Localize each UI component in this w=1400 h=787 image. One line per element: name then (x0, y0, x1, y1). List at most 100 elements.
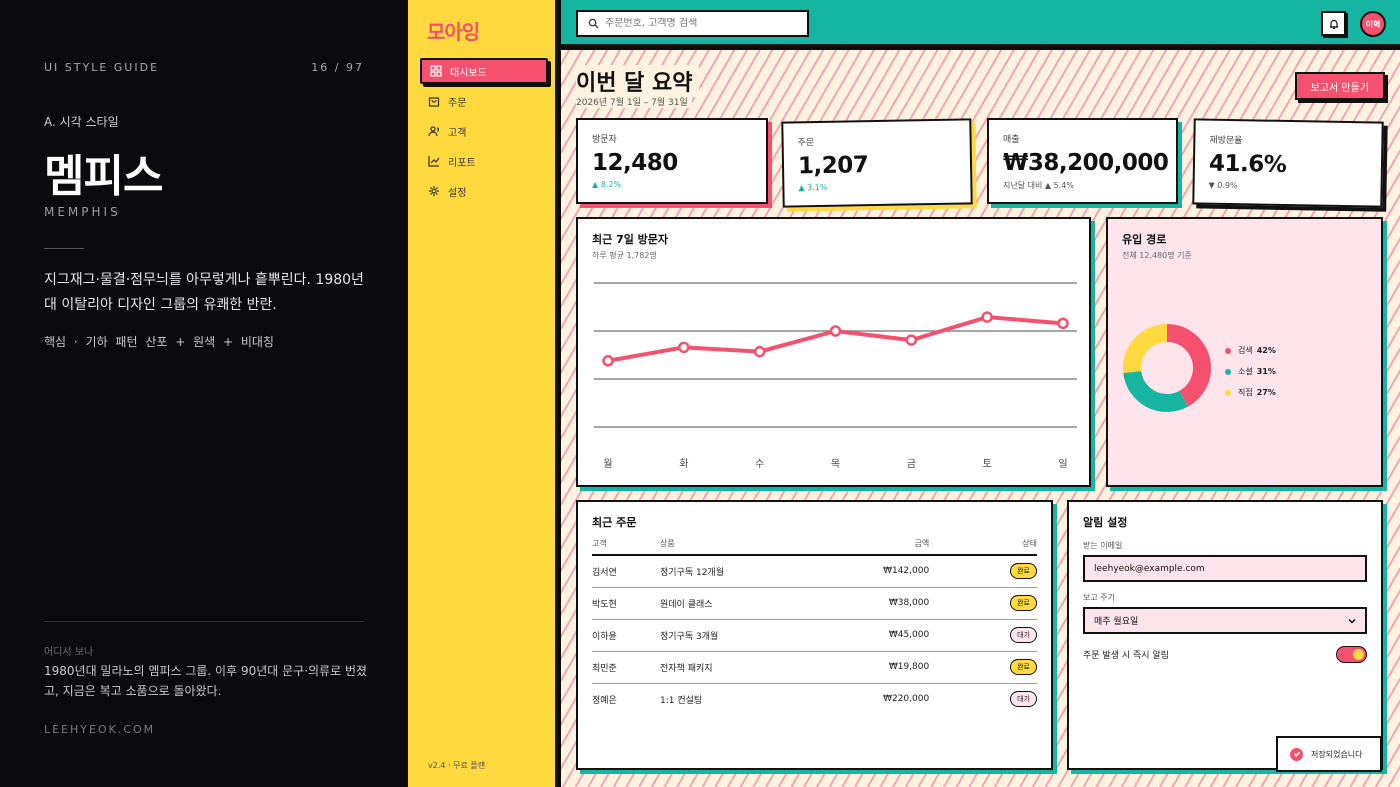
cycle-selected-value: 매주 월요일 (1094, 617, 1139, 627)
cycle-label: 보고 주기 (1083, 593, 1115, 602)
x-tick-label: 화 (679, 458, 688, 470)
data-point[interactable] (753, 345, 766, 358)
x-tick-label: 일 (1058, 458, 1067, 470)
guide-where-label: 어디서 보나 (44, 647, 94, 658)
sidebar-item-customers[interactable]: 고객 (420, 118, 548, 144)
data-point[interactable] (678, 341, 690, 354)
guide-where-text: 1980년대 밀라노의 멤피스 그룹. 이후 90년대 문구·의류로 번졌고, … (44, 664, 368, 698)
sidebar-item-reports[interactable]: 리포트 (420, 148, 548, 174)
main-content: 이번 달 요약 2026년 7월 1일 – 7월 31일 보고서 만들기 방문자… (561, 50, 1400, 787)
order-customer: 박도현 (592, 587, 660, 620)
legend-item-search: 검색 42% (1225, 345, 1276, 356)
chart-icon (428, 156, 440, 167)
sidebar-item-label: 고객 (448, 127, 467, 139)
order-customer: 최민준 (592, 651, 660, 684)
guide-divider (44, 248, 84, 249)
legend-dot (1225, 347, 1231, 354)
app-sidebar: 모아잉 대시보드 주문 고객 리포트 설정 v2.4 · 무료 플랜 (408, 0, 558, 787)
kpi-card-revenue: 매출 ₩38,200,000 지난달 대비 ▲ 5.4% (987, 118, 1178, 204)
kpi-value: ₩38,200,000 (1003, 150, 1169, 176)
check-icon (1290, 747, 1303, 761)
table-row[interactable]: 최민준 전자책 패키지 ₩19,800 완료 (592, 651, 1037, 684)
series-line (607, 315, 1064, 363)
column-header: 금액 (785, 538, 985, 556)
create-report-button[interactable]: 보고서 만들기 (1294, 72, 1385, 100)
chart-title: 최근 7일 방문자 (592, 233, 669, 246)
sidebar-item-orders[interactable]: 주문 (420, 88, 548, 114)
guide-divider-bottom (44, 621, 364, 622)
traffic-source-card: 유입 경로 전체 12,480명 기준 검색 42% 소셜 31% 직접 27% (1106, 217, 1383, 487)
legend-label: 소셜 (1238, 367, 1253, 376)
data-point[interactable] (602, 355, 614, 367)
toast-message: 저장되었습니다 (1311, 749, 1363, 759)
orders-title: 최근 주문 (592, 516, 637, 529)
kpi-delta: ▲ 3.1% (798, 182, 828, 193)
table-row[interactable]: 정예은 1:1 컨설팅 ₩220,000 대기 (592, 683, 1037, 715)
email-field-wrapper[interactable] (1083, 555, 1367, 582)
data-point[interactable] (1057, 317, 1069, 330)
donut-slice-2[interactable] (1123, 324, 1211, 412)
search-icon (588, 18, 599, 29)
cycle-select[interactable]: 매주 월요일 (1083, 607, 1367, 634)
order-amount: ₩220,000 (883, 694, 930, 705)
column-header: 상품 (660, 538, 786, 556)
kpi-label: 방문자 (592, 135, 617, 145)
kpi-card-orders: 주문 1,207 ▲ 3.1% (781, 118, 973, 208)
guide-site[interactable]: LEEHYEOK.COM (44, 723, 156, 736)
donut-slice-1[interactable] (1123, 324, 1211, 412)
legend-item-social: 소셜 31% (1225, 366, 1276, 377)
order-amount: ₩45,000 (785, 619, 985, 652)
search-input[interactable] (605, 18, 795, 29)
guide-subtitle: MEMPHIS (44, 205, 121, 219)
kpi-label: 주문 (797, 138, 815, 149)
guide-section: A. 시각 스타일 (44, 115, 119, 129)
donut-legend: 검색 42% 소셜 31% 직접 27% (1225, 345, 1276, 408)
legend-label: 직접 (1238, 388, 1253, 397)
kpi-label: 재방문율 (1209, 135, 1243, 147)
sidebar-item-label: 설정 (448, 187, 467, 199)
sidebar-item-dashboard[interactable]: 대시보드 (420, 58, 548, 84)
avatar[interactable]: 이혁 (1360, 11, 1386, 37)
status-badge: 대기 (1010, 627, 1037, 643)
kpi-label: 매출 (1003, 135, 1020, 145)
orders-table: 고객 상품 금액 상태 김서연 정기구독 12개월 ₩142,000 완료 박도현 원데이… (592, 538, 1037, 715)
legend-value: 31% (1256, 367, 1276, 376)
data-point[interactable] (905, 334, 918, 346)
status-badge: 완료 (1010, 659, 1037, 675)
kpi-card-visitors: 방문자 12,480 ▲ 8.2% (576, 118, 768, 204)
email-field[interactable] (1094, 563, 1357, 574)
page-date-range: 2026년 7월 1일 – 7월 31일 (576, 95, 692, 108)
style-guide-panel: UI STYLE GUIDE 16 / 97 A. 시각 스타일 멤피스 MEM… (0, 0, 408, 787)
saved-toast: 저장되었습니다 (1276, 736, 1382, 772)
notification-button[interactable] (1321, 11, 1346, 36)
kpi-delta: 지난달 대비 ▲ 5.4% (1003, 181, 1074, 190)
app-logo[interactable]: 모아잉 (427, 20, 480, 44)
legend-dot (1225, 368, 1231, 375)
x-tick-label: 토 (983, 459, 992, 470)
sidebar-item-label: 리포트 (448, 157, 476, 169)
table-row[interactable]: 이하윤 정기구독 3개월 ₩45,000 대기 (592, 619, 1037, 652)
status-badge: 완료 (1010, 563, 1037, 580)
toggle-label: 주문 발생 시 즉시 알림 (1083, 651, 1169, 661)
legend-label: 검색 (1238, 346, 1253, 355)
table-row[interactable]: 박도현 원데이 클래스 ₩38,000 완료 (592, 587, 1037, 620)
column-header: 고객 (592, 538, 660, 556)
chart-subtitle: 전체 12,480명 기준 (1122, 251, 1192, 260)
table-row[interactable]: 김서연 정기구독 12개월 ₩142,000 완료 (592, 555, 1037, 588)
order-product: 1:1 컨설팅 (660, 695, 703, 706)
order-product: 정기구독 3개월 (660, 619, 786, 652)
x-tick-label: 수 (755, 458, 764, 470)
kpi-delta: ▼ 0.9% (1208, 180, 1238, 191)
kpi-value: 12,480 (592, 150, 678, 176)
data-point[interactable] (829, 325, 842, 337)
sidebar-item-settings[interactable]: 설정 (420, 178, 548, 204)
sidebar-item-label: 주문 (448, 97, 467, 109)
search-box[interactable] (576, 10, 809, 37)
data-point[interactable] (981, 311, 993, 323)
order-amount: ₩142,000 (785, 555, 985, 588)
instant-alert-toggle[interactable] (1336, 646, 1367, 663)
kpi-delta: ▲ 8.2% (592, 180, 622, 189)
order-product: 전자책 패키지 (660, 651, 786, 684)
bell-icon (1329, 19, 1338, 29)
kpi-value: 1,207 (797, 152, 869, 180)
